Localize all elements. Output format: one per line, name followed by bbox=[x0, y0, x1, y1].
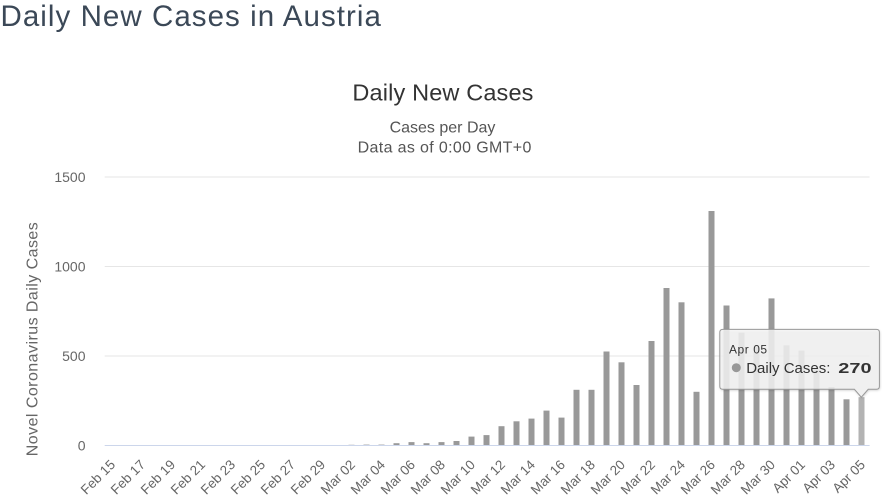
svg-text:1000: 1000 bbox=[54, 259, 85, 275]
svg-text:500: 500 bbox=[62, 348, 86, 364]
svg-text:Daily Cases:: Daily Cases: bbox=[746, 360, 830, 377]
svg-text:0: 0 bbox=[78, 438, 86, 454]
svg-text:Daily New Cases: Daily New Cases bbox=[352, 80, 533, 106]
svg-text:Apr 05: Apr 05 bbox=[729, 343, 768, 357]
svg-text:270: 270 bbox=[838, 359, 871, 376]
svg-text:Daily New Cases in Austria: Daily New Cases in Austria bbox=[1, 0, 382, 33]
svg-text:Novel Coronavirus Daily Cases: Novel Coronavirus Daily Cases bbox=[25, 222, 42, 456]
svg-text:Cases per Day: Cases per Day bbox=[390, 120, 496, 137]
svg-text:Data as of 0:00 GMT+0: Data as of 0:00 GMT+0 bbox=[358, 140, 532, 157]
svg-text:1500: 1500 bbox=[54, 169, 85, 185]
